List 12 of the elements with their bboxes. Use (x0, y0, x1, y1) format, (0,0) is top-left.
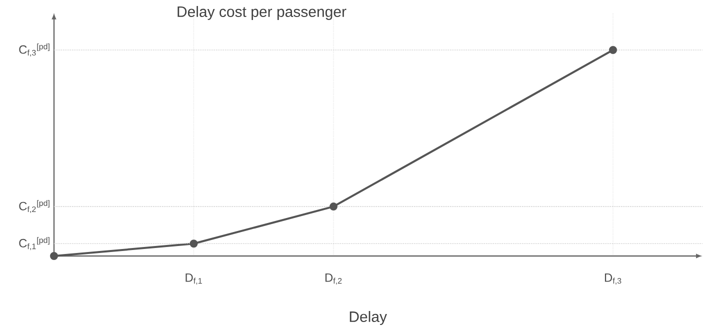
ref-line-label: C$_{f,2}$[pd] (19, 200, 50, 214)
point (609, 46, 618, 54)
ref-line-label: C$_{f,3}$[pd] (19, 44, 50, 56)
ref-line-label: C$_{f,1}$[pd] (19, 237, 50, 250)
point (330, 202, 338, 211)
x-tick-label: D$_{f,3}$ (604, 274, 622, 285)
x-tick-label: D$_{f,1}$ (186, 274, 202, 285)
chart-title: Delay cost per passenger (178, 6, 346, 20)
point (50, 252, 58, 260)
x-axis-title: Delay (350, 311, 387, 325)
x-tick-label: D$_{f,2}$ (325, 274, 342, 285)
point (190, 240, 198, 248)
